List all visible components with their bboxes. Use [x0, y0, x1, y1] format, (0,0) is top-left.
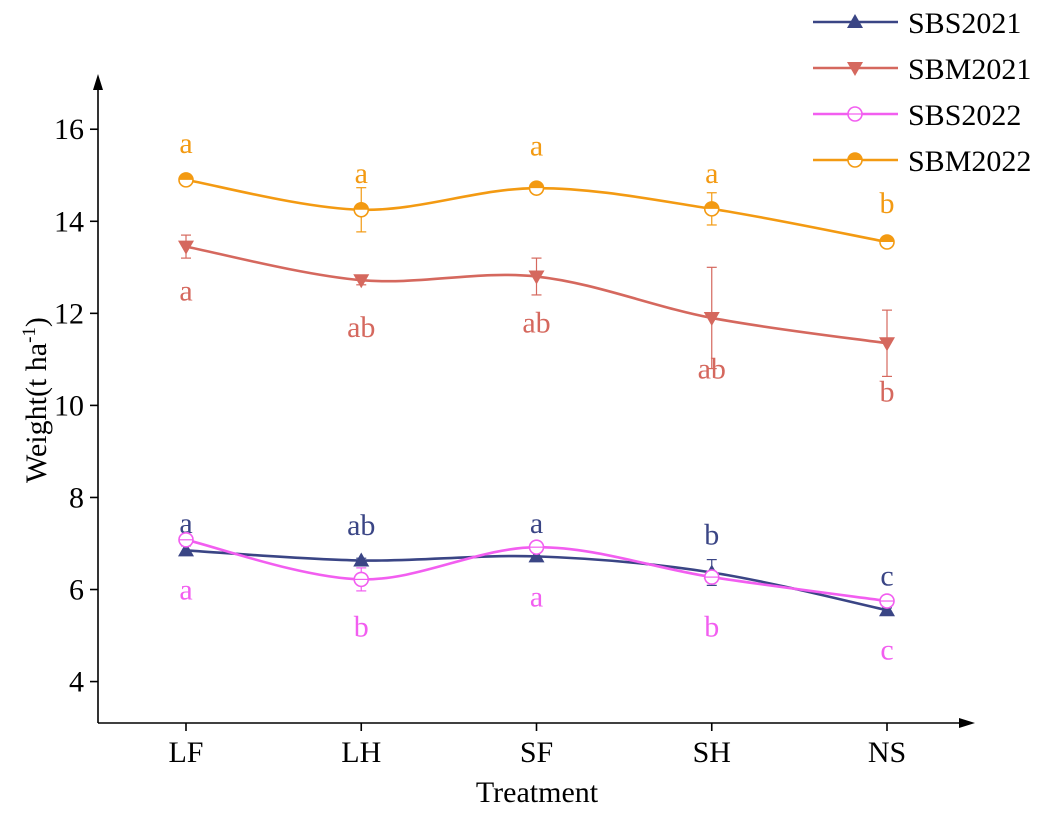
x-tick-label-4: NS	[868, 736, 906, 769]
letter-SBS2021-2: a	[530, 507, 543, 540]
point-SBS2021-4	[879, 602, 895, 617]
x-tick-label-3: SH	[693, 736, 731, 769]
point-SBM2022-2-fill	[529, 181, 544, 189]
point-SBS2021-2	[528, 548, 545, 563]
point-SBM2022-4-fill	[880, 235, 894, 243]
letter-SBM2021-1: ab	[347, 311, 375, 344]
legend-marker-SBM2022	[847, 152, 863, 168]
letter-SBS2021-3: b	[704, 518, 719, 551]
letter-SBM2021-3: ab	[698, 353, 726, 386]
point-SBS2022-4	[879, 593, 895, 609]
point-SBS2022-1	[353, 571, 370, 588]
legend-item-SBS2021: SBS2021	[813, 7, 1021, 40]
point-SBS2021-1	[353, 552, 370, 567]
legend-marker-SBS2022	[847, 106, 863, 122]
legend-marker-SBM2021	[847, 62, 863, 76]
legend: SBS2021 SBM2021 SBS2022 SBM2022	[813, 7, 1031, 178]
point-SBS2022-3	[703, 569, 720, 585]
x-tick-label-2: SF	[520, 736, 553, 769]
y-axis-label-main: Weight(t ha	[20, 343, 53, 483]
legend-marker-SBM2022-fill	[848, 153, 862, 160]
point-SBM2022-1-fill	[354, 202, 369, 210]
x-tick-label-1: LH	[341, 736, 381, 769]
legend-marker-SBS2021	[847, 14, 863, 28]
y-tick-label-4: 12	[54, 297, 84, 330]
plot-axes: 4 6 8 10 12 14 16 LF LH SF SH NS	[54, 74, 975, 769]
legend-item-SBM2021: SBM2021	[813, 53, 1031, 86]
series-SBS2021: a ab a bc	[178, 507, 895, 617]
y-axis-label-superscript: -1	[19, 327, 40, 343]
y-axis-arrow	[93, 74, 103, 90]
legend-label-SBM2021: SBM2021	[908, 53, 1031, 86]
y-tick-label-0: 4	[69, 666, 84, 699]
letter-SBM2022-0: a	[179, 127, 192, 160]
legend-label-SBS2022: SBS2022	[908, 99, 1021, 132]
legend-label-SBM2022: SBM2022	[908, 145, 1031, 178]
y-tick-label-6: 16	[54, 113, 84, 146]
letter-SBM2021-4: b	[880, 376, 895, 409]
point-SBM2021-3	[703, 311, 720, 326]
series-SBM2021: a ab ab ab b	[178, 234, 895, 409]
point-SBM2022-3	[703, 201, 720, 217]
y-axis-label-end: )	[20, 317, 53, 327]
letter-SBS2022-2: a	[530, 580, 543, 613]
x-tick-label-0: LF	[168, 736, 203, 769]
letter-SBS2021-1: ab	[347, 509, 375, 542]
point-SBM2021-0	[178, 240, 194, 255]
y-tick-label-3: 10	[54, 389, 84, 422]
letter-SBS2022-3: b	[704, 610, 719, 643]
y-tick-label-5: 14	[54, 205, 84, 238]
y-axis-label: Weight(t ha-1)	[19, 317, 53, 483]
point-SBM2021-1	[353, 274, 370, 289]
letter-SBM2021-2: ab	[522, 307, 550, 340]
series-SBS2022: a b a b c	[178, 532, 895, 666]
letter-SBS2022-0: a	[179, 574, 192, 607]
point-SBM2021-4	[879, 337, 895, 352]
letter-SBM2021-0: a	[179, 274, 192, 307]
letter-SBS2022-4: c	[880, 633, 893, 666]
legend-item-SBM2022: SBM2022	[813, 145, 1031, 178]
legend-item-SBS2022: SBS2022	[813, 99, 1021, 132]
letter-SBM2022-1: a	[355, 157, 368, 190]
point-SBM2022-1	[353, 201, 370, 218]
point-SBM2022-0-fill	[179, 172, 193, 180]
point-SBS2022-2	[528, 539, 545, 555]
point-SBM2021-2	[528, 270, 545, 285]
point-SBS2021-0	[178, 542, 194, 557]
point-SBM2022-2	[528, 180, 545, 196]
letter-SBS2021-4: c	[880, 560, 893, 593]
letter-SBM2022-4: b	[880, 187, 895, 220]
y-tick-label-1: 6	[69, 574, 84, 607]
letter-SBS2021-0: a	[179, 507, 192, 540]
letter-SBM2022-2: a	[530, 129, 543, 162]
x-axis-label: Treatment	[476, 776, 599, 809]
point-SBM2022-0	[178, 172, 194, 188]
y-tick-label-2: 8	[69, 481, 84, 514]
series-SBM2022: a a a a b	[178, 127, 895, 250]
point-SBM2022-4	[879, 234, 895, 250]
letter-SBS2022-1: b	[354, 610, 369, 643]
legend-label-SBS2021: SBS2021	[908, 7, 1021, 40]
x-axis-arrow	[959, 718, 975, 728]
point-SBM2022-3-fill	[704, 201, 719, 209]
letter-SBM2022-3: a	[705, 157, 718, 190]
point-SBS2022-0	[178, 532, 194, 548]
